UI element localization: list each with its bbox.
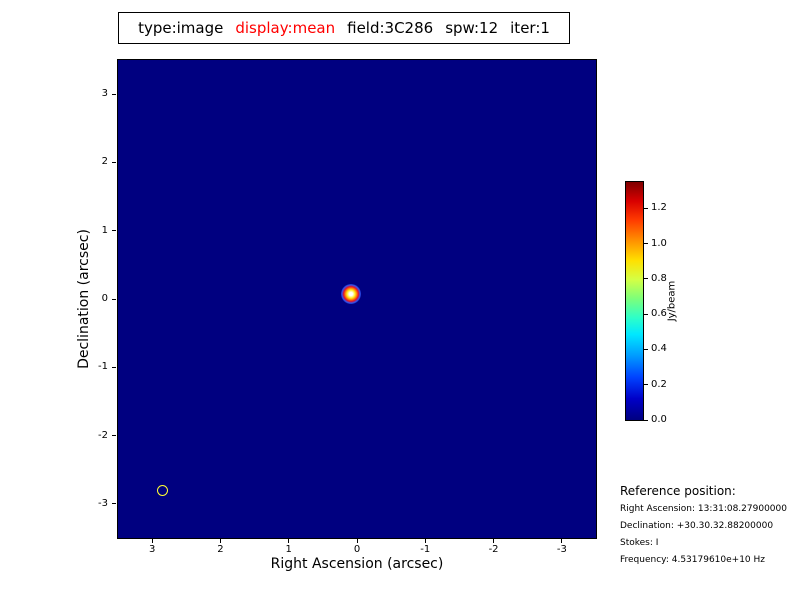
colorbar-label: Jy/beam xyxy=(666,280,678,322)
colorbar-tick-mark xyxy=(644,278,648,280)
beam-ellipse xyxy=(157,484,169,496)
y-tick-label: 2 xyxy=(101,156,108,168)
y-tick-label: -2 xyxy=(98,429,108,441)
reference-position-block: Reference position: Right Ascension: 13:… xyxy=(620,484,798,572)
plot-title-box: type:image display:mean field:3C286 spw:… xyxy=(118,12,570,44)
x-tick-mark xyxy=(356,539,358,543)
colorbar-tick-mark xyxy=(644,348,648,350)
title-iter: iter:1 xyxy=(510,19,550,37)
y-tick-mark xyxy=(112,435,116,437)
x-tick-label: -2 xyxy=(488,544,499,555)
colorbar-tick-label: 0.2 xyxy=(651,378,667,390)
x-tick-label: 2 xyxy=(217,544,224,555)
colorbar-tick-label: 0.6 xyxy=(651,308,667,320)
x-tick-mark xyxy=(561,539,563,543)
y-tick-mark xyxy=(112,366,116,368)
x-tick-mark xyxy=(424,539,426,543)
title-type: type:image xyxy=(138,19,224,37)
colorbar-tick-label: 1.2 xyxy=(651,202,667,214)
x-tick-label: 3 xyxy=(148,544,156,555)
title-display-mode: display:mean xyxy=(235,19,336,37)
reference-declination: Declination: +30.30.32.88200000 xyxy=(620,521,774,531)
x-tick-mark xyxy=(493,539,495,543)
x-tick-mark xyxy=(151,539,153,543)
colorbar-tick-mark xyxy=(644,313,648,315)
y-tick-label: 0 xyxy=(101,293,108,304)
y-tick-mark xyxy=(112,298,116,300)
colorbar xyxy=(625,181,644,421)
colorbar-tick-label: 0.8 xyxy=(651,272,667,284)
y-tick-label: -1 xyxy=(98,361,108,373)
reference-heading: Reference position: xyxy=(620,484,736,498)
x-tick-mark xyxy=(288,539,290,543)
reference-frequency: Frequency: 4.53179610e+10 Hz xyxy=(620,555,766,565)
y-tick-label: -3 xyxy=(98,497,108,509)
x-tick-label: -3 xyxy=(556,544,567,555)
raster-image-canvas[interactable] xyxy=(117,59,597,539)
x-tick-label: 1 xyxy=(285,544,292,555)
colorbar-tick-mark xyxy=(644,207,648,209)
x-axis-label: Right Ascension (arcsec) xyxy=(270,556,444,572)
y-tick-mark xyxy=(112,230,116,232)
colorbar-tick-mark xyxy=(644,243,648,245)
x-tick-label: -1 xyxy=(420,544,431,555)
reference-stokes: Stokes: I xyxy=(620,538,659,548)
y-axis-label: Declination (arcsec) xyxy=(76,229,92,369)
y-tick-label: 1 xyxy=(101,224,108,236)
x-tick-mark xyxy=(219,539,221,543)
colorbar-tick-mark xyxy=(644,419,648,421)
title-spw: spw:12 xyxy=(445,19,499,37)
y-tick-label: 3 xyxy=(101,88,108,100)
colorbar-tick-label: 1.0 xyxy=(651,237,667,249)
x-tick-label: 0 xyxy=(353,544,361,555)
colorbar-tick-label: 0.4 xyxy=(651,343,667,355)
y-tick-mark xyxy=(112,93,116,95)
reference-right-ascension: Right Ascension: 13:31:08.27900000 xyxy=(620,504,787,514)
y-tick-mark xyxy=(112,161,116,163)
y-tick-mark xyxy=(112,503,116,505)
title-field: field:3C286 xyxy=(347,19,434,37)
colorbar-tick-label: 0.0 xyxy=(651,414,667,425)
point-source xyxy=(340,283,361,304)
colorbar-tick-mark xyxy=(644,384,648,386)
